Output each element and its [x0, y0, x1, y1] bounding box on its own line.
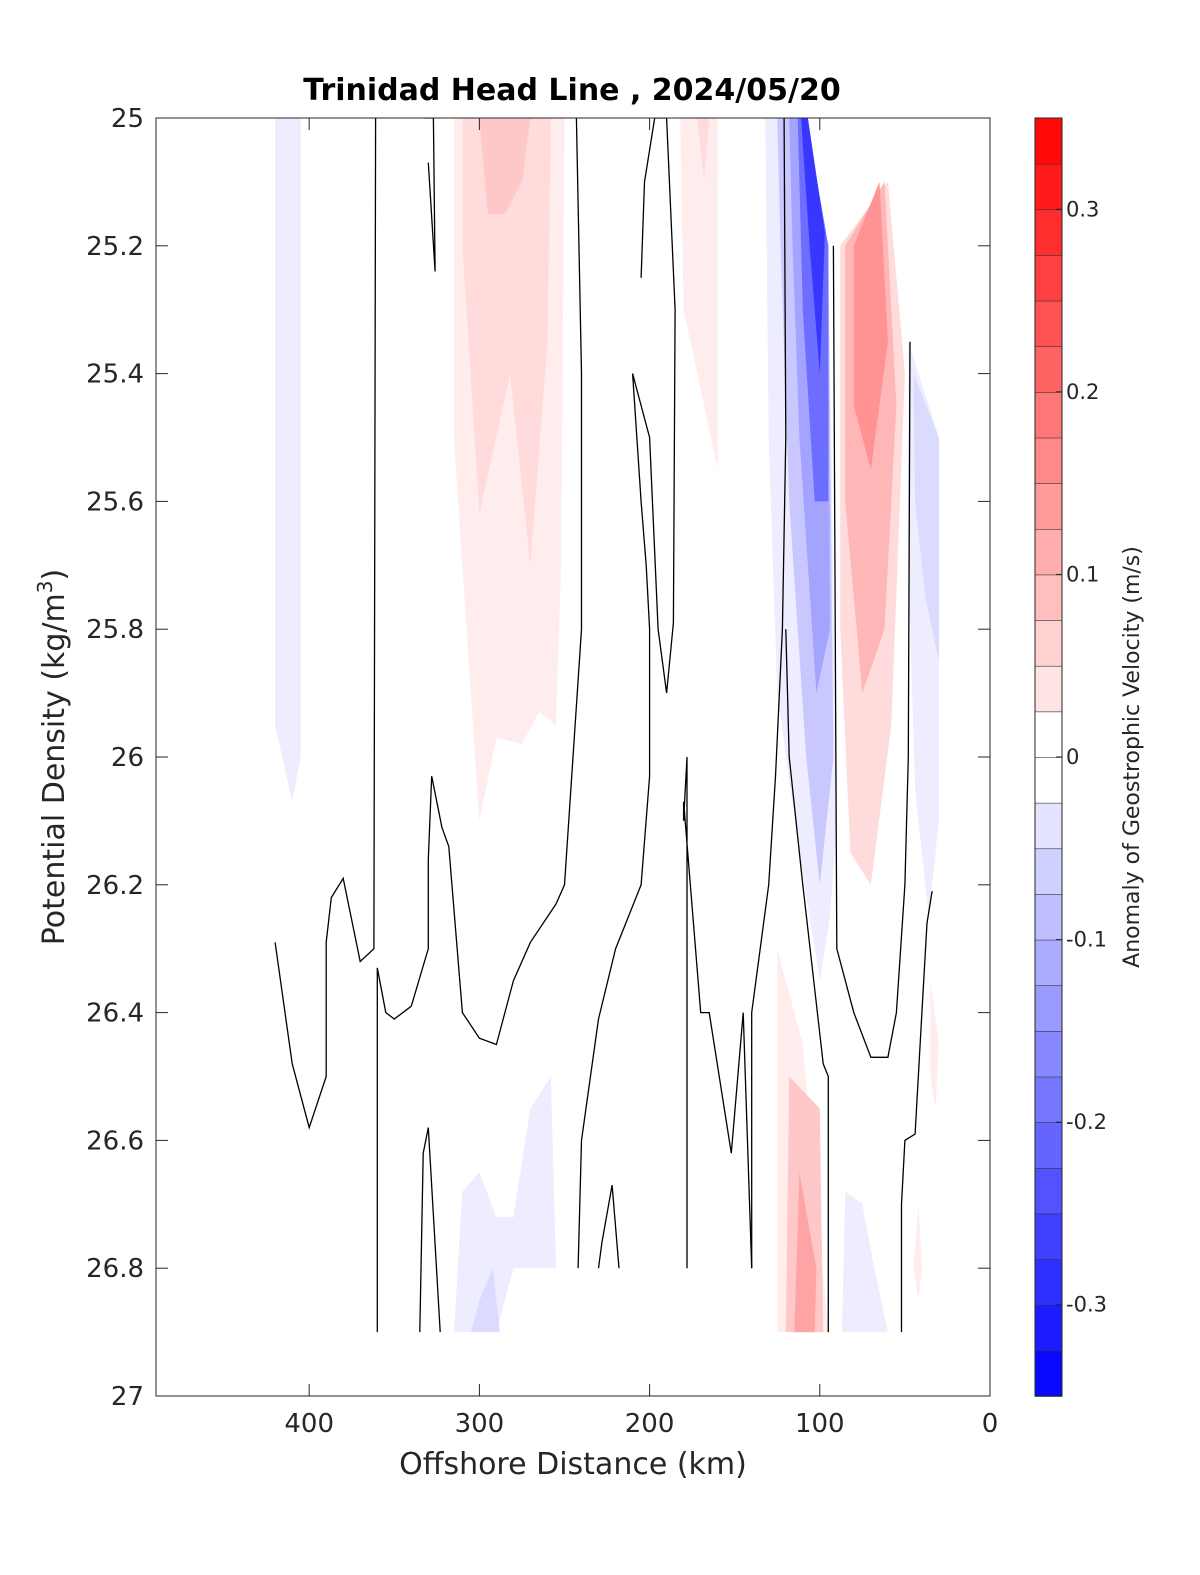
- zero-contour-line-9: [785, 629, 829, 1333]
- zero-contour-line-6: [597, 1184, 620, 1269]
- y-tick-label-5: 26: [111, 743, 144, 773]
- y-tick-label-3: 25.6: [86, 487, 144, 517]
- filled-region-19: [453, 1076, 556, 1333]
- filled-region-3: [479, 118, 531, 214]
- filled-region-4: [680, 118, 718, 470]
- colorbar-tick-label-6: -0.3: [1066, 1293, 1107, 1317]
- zero-contour-line-0: [274, 118, 377, 1130]
- colorbar-tick-label-0: 0.3: [1066, 197, 1099, 221]
- colorbar-band-9: [1034, 939, 1063, 987]
- colorbar-tick-label-2: 0.1: [1066, 562, 1099, 586]
- colorbar-band-2: [1034, 1258, 1063, 1306]
- zero-contour-line-11: [900, 891, 933, 1333]
- colorbar-band-1: [1034, 1304, 1063, 1352]
- x-tick-label-3: 100: [795, 1409, 845, 1439]
- colorbar-tick-label-4: -0.1: [1066, 928, 1107, 952]
- y-tick-label-4: 25.8: [86, 615, 144, 645]
- colorbar-band-18: [1034, 528, 1063, 576]
- colorbar-band-20: [1034, 437, 1063, 484]
- x-tick-label-1: 300: [455, 1409, 505, 1439]
- colorbar-band-0: [1034, 1350, 1063, 1397]
- colorbar-band-19: [1034, 482, 1063, 530]
- colorbar-tick-label-3: 0: [1066, 745, 1079, 769]
- zero-contour-line-3: [410, 118, 583, 1046]
- y-tick-label-0: 25: [111, 104, 144, 134]
- filled-region-15: [913, 373, 939, 662]
- colorbar: 0.3 0.2 0.1 0 -0.1 -0.2 -0.3 Anomaly of Geostr…: [1034, 117, 1145, 1397]
- zero-contour-line-1: [376, 967, 412, 1333]
- zero-contour-line-7: [682, 756, 753, 1269]
- colorbar-band-25: [1034, 208, 1063, 256]
- filled-region-10: [801, 118, 825, 374]
- colorbar-title: Anomaly of Geostrophic Velocity (m/s): [1120, 546, 1145, 968]
- filled-region-21: [841, 1191, 888, 1333]
- zero-contour-line-4: [424, 118, 436, 272]
- y-tick-label-8: 26.6: [86, 1126, 144, 1156]
- filled-region-23: [913, 1204, 922, 1301]
- colorbar-band-10: [1034, 893, 1063, 941]
- plot-area: [155, 117, 991, 1397]
- colorbar-band-27: [1034, 117, 1063, 165]
- colorbar-band-21: [1034, 391, 1063, 439]
- colorbar-band-24: [1034, 254, 1063, 302]
- colorbar-band-11: [1034, 847, 1063, 895]
- colorbar-band-16: [1034, 619, 1063, 667]
- zero-contour-lines: [274, 118, 933, 1333]
- colorbar-band-14: [1034, 711, 1063, 758]
- filled-region-0: [275, 118, 301, 802]
- y-tick-label-1: 25.2: [86, 232, 144, 262]
- zero-contour-line-10: [832, 245, 911, 1058]
- y-tick-label-10: 27: [111, 1382, 144, 1412]
- filled-region-2: [462, 118, 551, 566]
- colorbar-band-4: [1034, 1167, 1063, 1215]
- x-tick-label-0: 400: [284, 1409, 334, 1439]
- colorbar-band-12: [1034, 802, 1063, 850]
- y-axis: 25 25.2 25.4 25.6 25.8 26 26.2 26.4 26.6 26.8 27: [86, 104, 990, 1412]
- colorbar-band-22: [1034, 345, 1063, 393]
- colorbar-band-5: [1034, 1121, 1063, 1169]
- x-axis-title: Offshore Distance (km): [399, 1447, 747, 1482]
- colorbar-band-6: [1034, 1076, 1063, 1123]
- y-tick-label-7: 26.4: [86, 999, 144, 1029]
- colorbar-bands: [1034, 117, 1063, 1397]
- colorbar-band-8: [1034, 984, 1063, 1032]
- y-axis-title-close: ): [37, 569, 72, 581]
- colorbar-band-17: [1034, 574, 1063, 621]
- zero-contour-line-2: [419, 1127, 441, 1333]
- y-tick-label-6: 26.2: [86, 871, 144, 901]
- filled-region-13: [853, 181, 888, 470]
- colorbar-band-15: [1034, 665, 1063, 713]
- filled-region-18: [794, 1172, 817, 1333]
- x-tick-label-4: 0: [982, 1409, 999, 1439]
- colorbar-tick-label-1: 0.2: [1066, 380, 1099, 404]
- x-axis: 400 300 200 100 0: [284, 118, 998, 1439]
- filled-region-20: [470, 1268, 500, 1333]
- colorbar-band-26: [1034, 163, 1063, 211]
- colorbar-band-3: [1034, 1213, 1063, 1260]
- colorbar-ticks: 0.3 0.2 0.1 0 -0.1 -0.2 -0.3: [1056, 197, 1107, 1317]
- y-tick-label-9: 26.8: [86, 1254, 144, 1284]
- colorbar-band-23: [1034, 300, 1063, 348]
- chart-title: Trinidad Head Line , 2024/05/20: [303, 73, 840, 108]
- filled-region-22: [930, 980, 939, 1109]
- zero-contour-line-8: [751, 118, 787, 1269]
- filled-contours: [275, 118, 939, 1333]
- y-tick-label-2: 25.4: [86, 360, 144, 390]
- y-axis-title-main: Potential Density (kg/m: [37, 593, 72, 945]
- y-axis-title: Potential Density (kg/m3): [33, 569, 72, 945]
- y-axis-title-superscript: 3: [33, 580, 57, 593]
- x-tick-label-2: 200: [625, 1409, 675, 1439]
- filled-region-5: [697, 118, 710, 182]
- zero-contour-line-5: [577, 118, 676, 1269]
- colorbar-band-7: [1034, 1030, 1063, 1078]
- colorbar-tick-label-5: -0.2: [1066, 1110, 1107, 1134]
- colorbar-band-13: [1034, 756, 1063, 804]
